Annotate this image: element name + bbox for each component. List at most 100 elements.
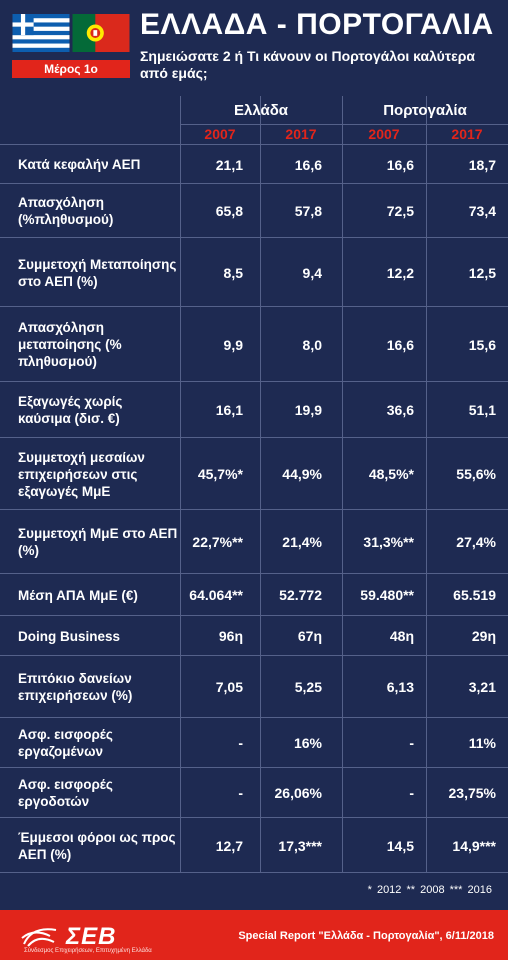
row-label: Απασχόληση μεταποίησης (% πληθυσμού): [18, 320, 122, 369]
table-cell: 55,6%: [456, 466, 496, 482]
row-label: Μέση ΑΠΑ ΜμΕ (€): [18, 587, 138, 603]
year-header: 2007: [368, 126, 400, 142]
table-cell: 15,6: [468, 336, 496, 353]
table-cell: 16,6: [386, 156, 414, 173]
page-subtitle: Σημειώσατε 2 ή Τι κάνουν οι Πορτογάλοι κ…: [140, 48, 475, 81]
table-row: Απασχόληση (%πληθυσμού) 65,8 57,8 72,5 73,4: [0, 183, 508, 238]
table-cell: -: [409, 735, 414, 751]
table-cell: 72,5: [386, 203, 414, 219]
table-cell: 16,6: [294, 156, 322, 173]
table-cell: 29η: [471, 628, 496, 644]
table-cell: 57,8: [294, 203, 322, 219]
table-cell: 22,7%**: [192, 534, 243, 550]
row-label: Απασχόληση (%πληθυσμού): [18, 195, 114, 227]
table-cell: 73,4: [468, 203, 496, 219]
table-cell: 9,4: [302, 264, 322, 281]
table-cell: 44,9%: [282, 466, 322, 482]
table-cell: 8,5: [223, 264, 243, 281]
part-badge: Μέρος 1ο: [12, 60, 130, 78]
row-label: Ασφ. εισφορές εργοδοτών: [18, 777, 113, 809]
table-cell: -: [409, 785, 414, 801]
column-divider: [342, 96, 343, 872]
year-header: 2017: [285, 126, 317, 142]
table-cell: 5,25: [294, 679, 322, 695]
table-row: Συμμετοχή μεσαίων επιχειρήσεων στις εξαγ…: [0, 437, 508, 510]
table-cell: 16,6: [386, 336, 414, 353]
table-cell: 16%: [293, 735, 322, 751]
header: Μέρος 1ο ΕΛΛΑΔΑ - ΠΟΡΤΟΓΑΛΙΑ Σημειώσατε …: [0, 0, 508, 88]
row-label: Doing Business: [18, 628, 121, 644]
table-cell: 31,3%**: [363, 534, 414, 550]
greece-flag-icon: [12, 14, 70, 52]
table-row: Doing Business 96η 67η 48η 29η: [0, 615, 508, 656]
table-cell: 48,5%*: [368, 466, 414, 482]
table-cell: 12,2: [386, 264, 414, 281]
table-cell: -: [238, 785, 243, 801]
table-cell: 65,8: [215, 203, 243, 219]
table-cell: 12,7: [215, 837, 243, 854]
table-row: Έμμεσοι φόροι ως προς ΑΕΠ (%) 12,7 17,3***…: [0, 817, 508, 873]
table-cell: 67η: [297, 628, 322, 644]
table-cell: 21,4%: [282, 534, 322, 550]
table-cell: 64.064**: [189, 587, 243, 603]
table-cell: 48η: [389, 628, 414, 644]
row-label: Έμμεσοι φόροι ως προς ΑΕΠ (%): [18, 829, 176, 862]
table-cell: 7,05: [215, 679, 243, 695]
table-cell: 14,5: [386, 837, 414, 854]
table-cell: 17,3***: [278, 837, 322, 854]
report-citation: Special Report "Ελλάδα - Πορτογαλία", 6/…: [238, 930, 494, 942]
seb-logo: ΣΕΒ Σύνδεσμος Επιχειρήσεων, Επιτυχημένη …: [20, 922, 152, 956]
footer: ΣΕΒ Σύνδεσμος Επιχειρήσεων, Επιτυχημένη …: [0, 910, 508, 960]
row-label: Κατά κεφαλήν ΑΕΠ: [18, 157, 141, 172]
table-cell: 21,1: [215, 156, 243, 173]
table-row: Εξαγωγές χωρίς καύσιμα (δισ. €) 16,1 19,9 3…: [0, 381, 508, 438]
table-cell: 23,75%: [448, 785, 496, 801]
table-row: Συμμετοχή ΜμΕ στο ΑΕΠ (%) 22,7%** 21,4% 31,…: [0, 509, 508, 574]
table-cell: 59.480**: [360, 587, 414, 603]
portugal-flag-icon: [72, 14, 130, 52]
column-divider: [426, 96, 427, 872]
table-cell: 9,9: [223, 336, 243, 353]
table-bottom-border: [0, 872, 508, 873]
table-cell: 51,1: [468, 402, 496, 418]
column-divider: [180, 96, 181, 872]
row-label: Ασφ. εισφορές εργαζομένων: [18, 727, 113, 759]
row-label: Συμμετοχή μεσαίων επιχειρήσεων στις εξαγ…: [18, 449, 145, 499]
table-cell: 45,7%*: [197, 466, 243, 482]
country-header-portugal: Πορτογαλία: [342, 98, 508, 125]
table-cell: 18,7: [468, 156, 496, 173]
table-cell: 26,06%: [274, 785, 322, 801]
table-row: Επιτόκιο δανείων επιχειρήσεων (%) 7,05 5,2…: [0, 655, 508, 718]
table-cell: 65.519: [453, 587, 496, 603]
table-cell: 14,9***: [452, 837, 496, 854]
table-cell: 96η: [218, 628, 243, 644]
row-label: Εξαγωγές χωρίς καύσιμα (δισ. €): [18, 394, 123, 426]
year-header: 2007: [204, 126, 236, 142]
table-row: Ασφ. εισφορές εργοδοτών - 26,06% - 23,75%: [0, 767, 508, 818]
table-cell: 16,1: [215, 402, 243, 418]
table-row: Συμμετοχή Μεταποίησης στο ΑΕΠ (%) 8,5 9,4 1…: [0, 237, 508, 307]
country-header-greece: Ελλάδα: [180, 98, 342, 125]
logo-text: ΣΕΒ: [66, 923, 117, 950]
row-label: Συμμετοχή Μεταποίησης στο ΑΕΠ (%): [18, 256, 177, 289]
table-cell: 3,21: [468, 679, 496, 695]
table-row: Μέση ΑΠΑ ΜμΕ (€) 64.064** 52.772 59.480** 65…: [0, 573, 508, 616]
table-cell: 12,5: [468, 264, 496, 281]
table-row: Κατά κεφαλήν ΑΕΠ 21,1 16,6 16,6 18,7: [0, 144, 508, 184]
table-cell: 27,4%: [456, 534, 496, 550]
table-cell: -: [238, 735, 243, 751]
seb-logo-icon: [21, 928, 57, 947]
table-cell: 8,0: [302, 336, 322, 353]
logo-tagline: Σύνδεσμος Επιχειρήσεων, Επιτυχημένη Ελλά…: [24, 948, 152, 954]
row-label: Επιτόκιο δανείων επιχειρήσεων (%): [18, 671, 133, 703]
table-cell: 52.772: [279, 587, 322, 603]
table-cell: 6,13: [386, 679, 414, 695]
table-row: Απασχόληση μεταποίησης (% πληθυσμού) 9,9 8…: [0, 306, 508, 382]
column-divider: [260, 96, 261, 872]
page-title: ΕΛΛΑΔΑ - ΠΟΡΤΟΓΑΛΙΑ: [140, 8, 494, 41]
table-cell: 19,9: [294, 402, 322, 418]
row-label: Συμμετοχή ΜμΕ στο ΑΕΠ (%): [18, 526, 178, 558]
year-header: 2017: [451, 126, 483, 142]
table-cell: 36,6: [386, 402, 414, 418]
table-row: Ασφ. εισφορές εργαζομένων - 16% - 11%: [0, 717, 508, 768]
